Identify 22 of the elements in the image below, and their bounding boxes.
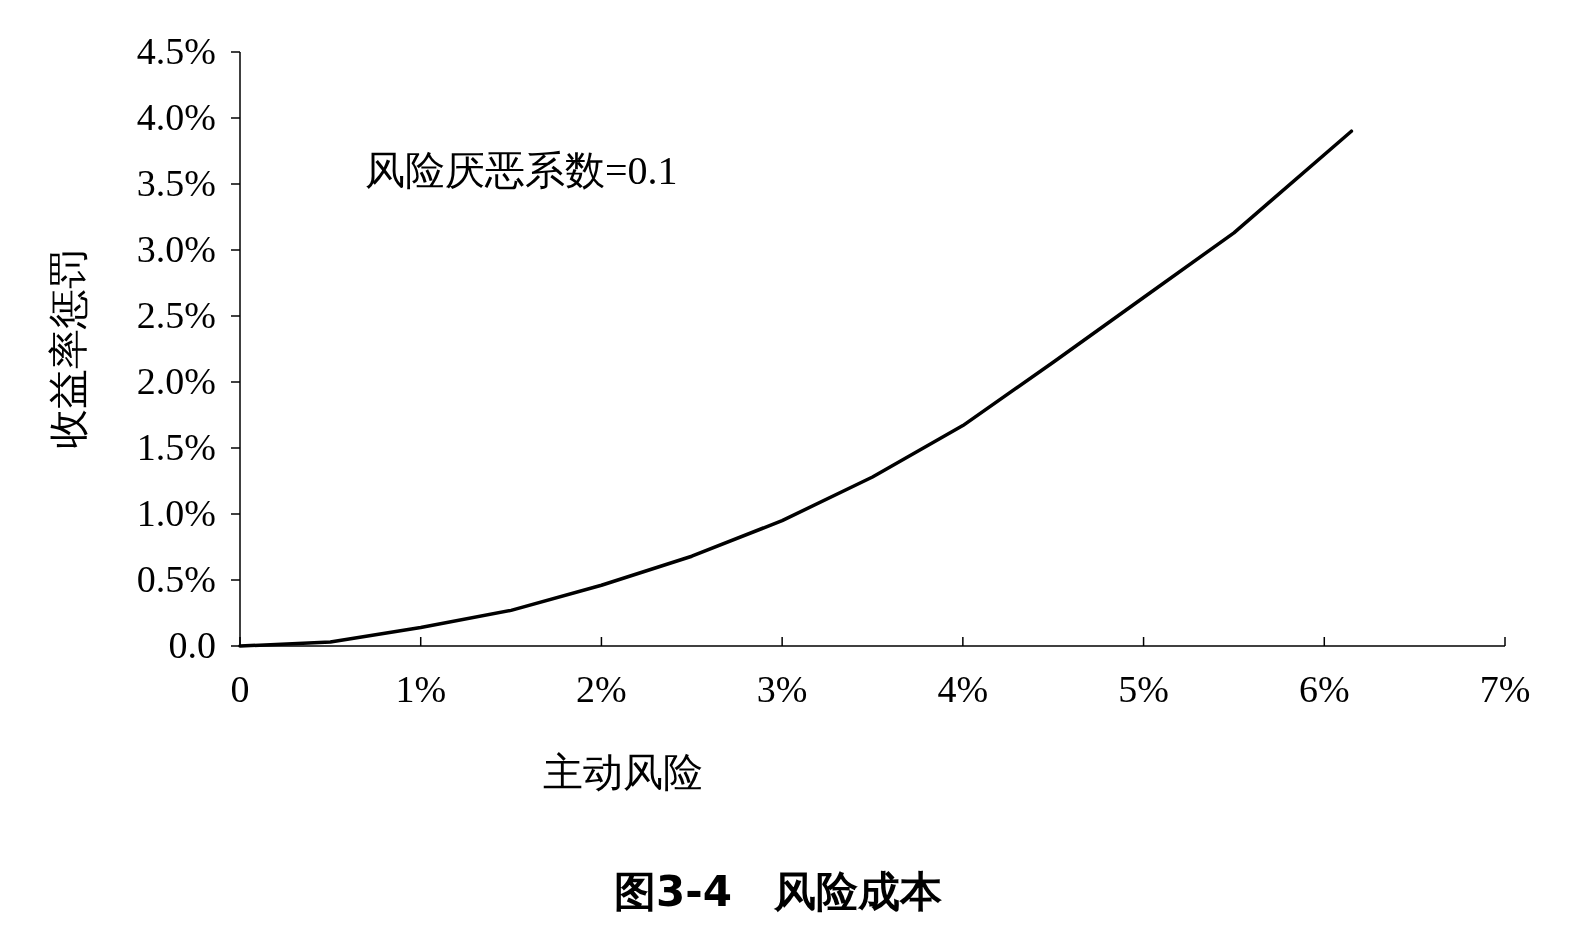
x-tick-label: 1% bbox=[395, 668, 447, 710]
x-axis-title: 主动风险 bbox=[542, 750, 703, 795]
y-tick-label: 0.5% bbox=[136, 558, 216, 600]
x-tick-label: 4% bbox=[937, 668, 989, 710]
text: 图3-4 风险成本 bbox=[614, 867, 942, 916]
y-tick-label: 0.0 bbox=[168, 624, 216, 666]
y-tick-label: 4.0% bbox=[136, 96, 216, 138]
y-tick-label: 2.5% bbox=[136, 294, 216, 336]
y-axis-title: 收益率惩罚 bbox=[46, 249, 91, 449]
x-tick-label: 7% bbox=[1479, 668, 1531, 710]
y-tick-label: 1.5% bbox=[136, 426, 216, 468]
x-tick-label: 3% bbox=[756, 668, 808, 710]
x-tick-label: 0 bbox=[230, 668, 250, 710]
y-tick-label: 4.5% bbox=[136, 30, 216, 72]
y-tick-label: 3.5% bbox=[136, 162, 216, 204]
annotation: 风险厌恶系数=0.1 bbox=[365, 148, 678, 193]
x-tick-label: 5% bbox=[1118, 668, 1169, 710]
x-tick-label: 6% bbox=[1298, 668, 1350, 710]
x-tick-label: 2% bbox=[576, 668, 627, 710]
y-tick-label: 3.0% bbox=[136, 228, 216, 270]
y-tick-label: 1.0% bbox=[136, 492, 216, 534]
y-tick-label: 2.0% bbox=[136, 360, 216, 402]
